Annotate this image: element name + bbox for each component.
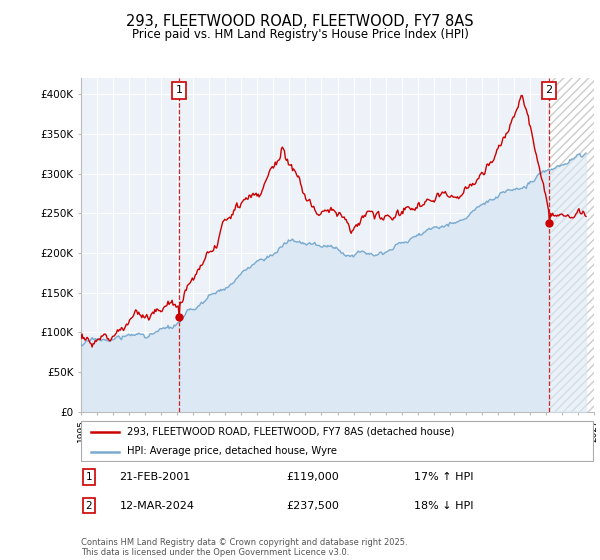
Text: 293, FLEETWOOD ROAD, FLEETWOOD, FY7 8AS (detached house): 293, FLEETWOOD ROAD, FLEETWOOD, FY7 8AS … bbox=[127, 427, 455, 437]
Text: £237,500: £237,500 bbox=[286, 501, 339, 511]
Text: 293, FLEETWOOD ROAD, FLEETWOOD, FY7 8AS: 293, FLEETWOOD ROAD, FLEETWOOD, FY7 8AS bbox=[126, 14, 474, 29]
Text: 21-FEB-2001: 21-FEB-2001 bbox=[119, 472, 191, 482]
Text: 2: 2 bbox=[85, 501, 92, 511]
Text: Price paid vs. HM Land Registry's House Price Index (HPI): Price paid vs. HM Land Registry's House … bbox=[131, 28, 469, 41]
Text: 17% ↑ HPI: 17% ↑ HPI bbox=[415, 472, 474, 482]
Text: 12-MAR-2024: 12-MAR-2024 bbox=[119, 501, 194, 511]
Text: 18% ↓ HPI: 18% ↓ HPI bbox=[415, 501, 474, 511]
Text: Contains HM Land Registry data © Crown copyright and database right 2025.
This d: Contains HM Land Registry data © Crown c… bbox=[81, 538, 407, 557]
Text: 1: 1 bbox=[85, 472, 92, 482]
Text: 1: 1 bbox=[176, 85, 183, 95]
Text: 2: 2 bbox=[545, 85, 553, 95]
Text: £119,000: £119,000 bbox=[286, 472, 339, 482]
Text: HPI: Average price, detached house, Wyre: HPI: Average price, detached house, Wyre bbox=[127, 446, 337, 456]
